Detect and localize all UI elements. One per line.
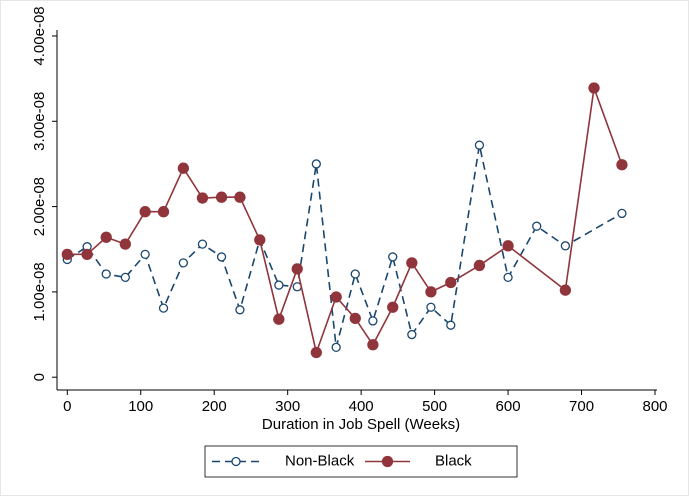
x-tick-label: 800 <box>642 398 667 415</box>
point <box>503 272 513 283</box>
y-tick-label: 1.00e-08 <box>31 262 48 321</box>
point <box>178 258 189 268</box>
point <box>235 305 245 315</box>
x-tick-label: 700 <box>569 398 594 415</box>
x-tick-label: 0 <box>63 398 71 415</box>
x-tick-label: 500 <box>422 398 447 415</box>
legend-label: Black <box>435 452 472 469</box>
y-tick-label: 3.00e-08 <box>31 92 48 151</box>
point <box>387 301 399 313</box>
point <box>349 312 361 324</box>
legend-label: Non-Black <box>285 452 355 469</box>
point <box>445 276 457 289</box>
point <box>426 302 436 312</box>
point <box>81 248 93 261</box>
point <box>473 259 486 272</box>
point <box>158 303 169 313</box>
point <box>406 257 418 269</box>
point <box>100 231 112 243</box>
point <box>61 248 73 261</box>
point <box>388 252 398 262</box>
point <box>367 339 379 351</box>
point <box>559 284 572 296</box>
y-tick-label: 0 <box>31 373 48 381</box>
x-tick-label: 400 <box>349 398 374 415</box>
point <box>331 342 341 352</box>
point <box>330 291 342 303</box>
point <box>291 263 303 275</box>
point <box>101 269 111 279</box>
point <box>197 239 208 249</box>
point <box>196 192 209 204</box>
point <box>616 159 628 171</box>
x-tick-label: 200 <box>202 398 227 415</box>
point <box>502 240 514 252</box>
point <box>532 221 542 231</box>
legend-marker <box>231 456 241 467</box>
point <box>273 313 285 325</box>
point <box>157 206 170 218</box>
point <box>274 280 284 290</box>
point <box>310 346 322 359</box>
y-tick-label: 2.00e-08 <box>31 177 48 236</box>
point <box>120 272 130 283</box>
point <box>617 208 627 219</box>
point <box>119 238 131 250</box>
point <box>215 191 228 203</box>
point <box>254 234 266 246</box>
y-tick-label: 4.00e-08 <box>31 6 48 65</box>
x-axis-label: Duration in Job Spell (Weeks) <box>262 416 460 433</box>
x-tick-label: 300 <box>275 398 300 415</box>
series-line <box>66 144 623 348</box>
x-tick-label: 100 <box>128 398 153 415</box>
point <box>560 241 571 251</box>
point <box>425 286 437 298</box>
legend-marker <box>381 455 394 468</box>
point <box>140 249 150 260</box>
point <box>350 269 360 279</box>
point <box>216 252 227 262</box>
point <box>446 320 456 330</box>
point <box>474 140 485 150</box>
point <box>311 159 321 169</box>
point <box>177 162 190 174</box>
point <box>368 316 378 326</box>
point <box>588 82 600 94</box>
point <box>234 191 246 203</box>
point <box>407 329 417 340</box>
point <box>139 206 151 218</box>
x-tick-label: 600 <box>496 398 521 415</box>
